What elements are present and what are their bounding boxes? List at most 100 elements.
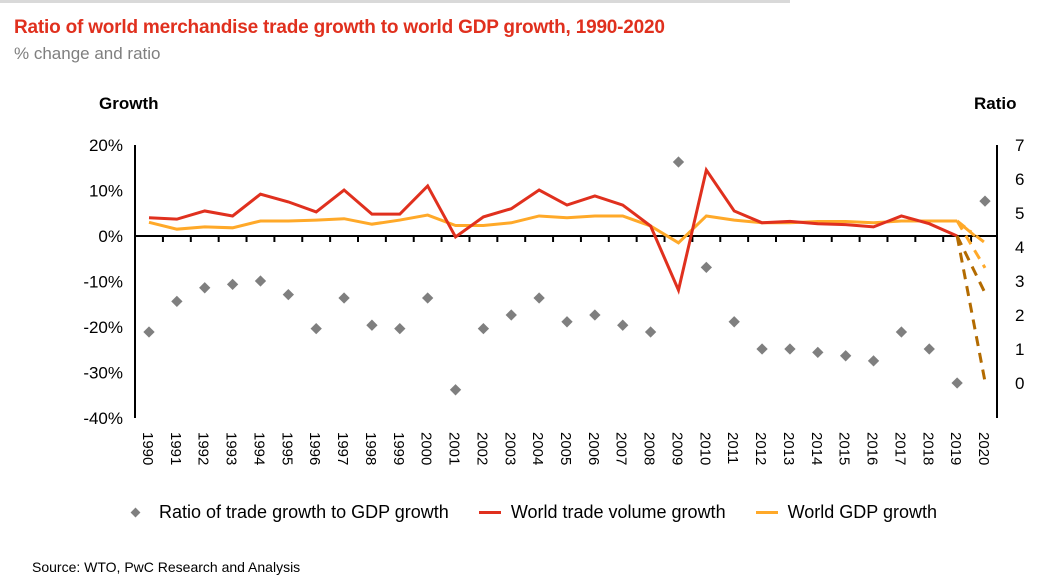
category-label: 1991 [167,432,184,465]
ratio-point [644,326,657,338]
left-tick-label: -30% [83,364,123,383]
left-tick-label: 20% [89,136,123,155]
ratio-point [366,319,378,331]
ratio-point [422,292,434,304]
ratio-point [784,343,796,355]
right-tick-label: 1 [1015,340,1024,359]
ratio-point [672,156,685,168]
gdp-growth-line [148,213,958,245]
right-tick-label: 7 [1015,136,1024,155]
category-label: 2019 [947,432,964,465]
category-label: 2009 [668,432,685,465]
left-axis-title: Growth [99,94,159,113]
projection-line-trade-optimistic [955,235,987,294]
category-label: 2006 [585,432,602,465]
ratio-point [282,288,294,301]
ratio-point [449,384,462,396]
category-label: 2013 [780,432,797,465]
ratio-point [840,350,852,362]
legend: Ratio of trade growth to GDP growth Worl… [128,502,937,523]
right-tick-label: 4 [1015,238,1024,257]
legend-line-icon [755,511,778,514]
ratio-point [756,343,768,355]
left-tick-label: 10% [89,182,123,201]
legend-label: World trade volume growth [510,502,726,522]
left-tick-label: -40% [83,409,123,428]
category-label: 1990 [139,432,156,465]
ratio-point [338,292,350,304]
right-axis-title: Ratio [974,94,1017,113]
category-label: 1994 [250,432,267,465]
ratio-point [700,261,712,274]
legend-item-gdp: World GDP growth [755,502,937,523]
ratio-point [171,295,183,308]
legend-label: World GDP growth [787,502,937,522]
ratio-point [812,346,824,359]
chart-plot: 20% 10% 0% -10% -20% -30% -40% 7 6 5 4 3 2 1 0 1990 1991… [83,136,1024,465]
legend-line-icon [478,511,501,514]
source-note: Source: WTO, PwC Research and Analysis [32,559,301,575]
left-tick-label: -20% [83,318,123,337]
ratio-point [394,322,406,335]
category-label: 1999 [390,432,407,465]
top-divider [0,0,790,3]
ratio-point [895,326,908,338]
projection-line-gdp-pessimistic [955,220,987,269]
legend-label: Ratio of trade growth to GDP growth [159,502,449,522]
ratio-point [728,316,740,328]
left-tick-label: -10% [83,273,123,292]
right-tick-label: 6 [1015,170,1024,189]
ratio-point [617,319,629,331]
right-tick-label: 5 [1015,204,1024,223]
category-label: 2001 [446,432,463,465]
ratio-point [226,278,239,291]
category-label: 2011 [724,432,741,464]
category-label: 2000 [418,432,435,465]
category-label: 2014 [808,432,825,465]
category-label: 2003 [501,432,518,465]
right-tick-label: 3 [1015,272,1024,291]
category-label: 1992 [195,432,212,465]
category-label: 2020 [975,432,992,465]
right-tick-label: 2 [1015,306,1024,325]
ratio-point [561,316,573,328]
category-label: 2018 [919,432,936,465]
category-label: 1996 [306,432,323,465]
ratio-point [310,322,322,335]
ratio-point [979,195,991,207]
right-tick-label: 0 [1015,374,1024,393]
category-label: 1993 [223,432,240,465]
projection-line-gdp-optimistic [956,219,986,245]
ratio-point [867,355,880,367]
category-label: 2008 [641,432,658,465]
legend-item-trade: World trade volume growth [478,502,726,523]
category-label: 2005 [557,432,574,465]
chart-subtitle: % change and ratio [14,44,161,63]
category-label: 2017 [891,432,908,465]
legend-diamond-icon [130,507,141,518]
legend-item-ratio: Ratio of trade growth to GDP growth [128,502,449,523]
ratio-point [254,275,267,287]
category-label: 2002 [473,432,490,465]
ratio-point [533,292,545,304]
category-label: 2016 [864,432,881,465]
ratio-point [199,282,211,294]
projection-line-trade-pessimistic [955,235,987,382]
chart-title: Ratio of world merchandise trade growth … [14,17,665,38]
category-label: 2012 [752,432,769,465]
ratio-point [923,343,935,355]
ratio-point [505,309,517,321]
ratio-point [477,322,490,335]
category-label: 2007 [613,432,630,465]
trade-growth-line [148,166,958,295]
category-label: 1998 [362,432,379,465]
left-tick-label: 0% [98,227,123,246]
category-label: 2015 [836,432,853,465]
category-label: 1995 [278,432,295,465]
category-label: 2004 [529,432,546,465]
category-label: 2010 [696,432,713,465]
ratio-point [589,309,601,321]
category-label: 1997 [334,432,351,465]
ratio-point [143,326,155,338]
ratio-point [951,377,963,389]
